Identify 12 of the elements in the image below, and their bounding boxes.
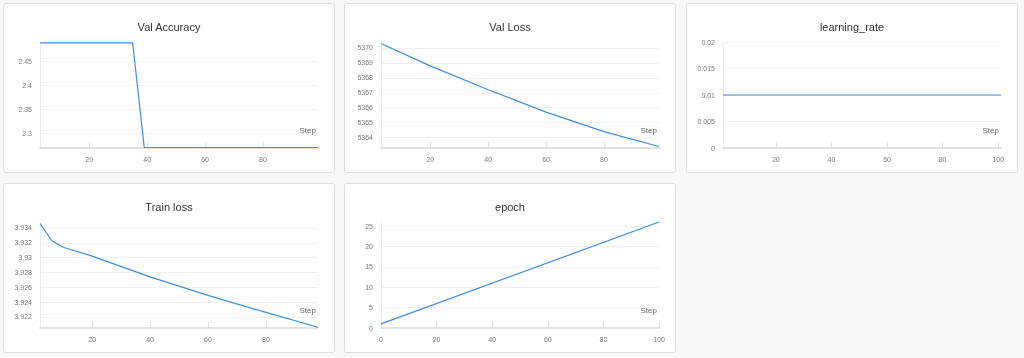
x-axis-title: Step	[299, 125, 317, 135]
x-axis-title: Step	[982, 125, 1000, 135]
line-series	[39, 222, 319, 328]
line-series	[380, 42, 660, 148]
chart-title: epoch	[495, 200, 525, 213]
x-axis-title: Step	[640, 305, 658, 315]
chart-title: Val Accuracy	[137, 20, 201, 33]
chart-title: Val Loss	[489, 20, 532, 33]
x-axis-title: Step	[299, 305, 317, 315]
chart-title: learning_rate	[819, 20, 885, 33]
x-axis-title: Step	[640, 125, 658, 135]
chart-title: Train loss	[145, 200, 194, 213]
